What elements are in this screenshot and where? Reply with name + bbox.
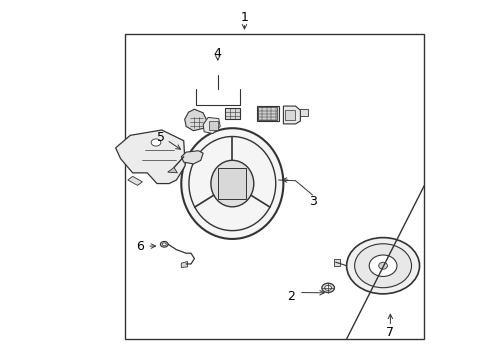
Ellipse shape	[321, 283, 334, 293]
Text: 7: 7	[386, 326, 393, 339]
Bar	[218, 168, 246, 199]
Ellipse shape	[368, 255, 396, 276]
Ellipse shape	[151, 139, 161, 146]
Ellipse shape	[378, 262, 386, 269]
Bar	[258, 108, 276, 120]
Bar	[333, 259, 339, 266]
Ellipse shape	[346, 238, 419, 294]
Ellipse shape	[181, 128, 283, 239]
Ellipse shape	[188, 136, 275, 231]
Bar	[256, 106, 278, 121]
Bar	[208, 121, 217, 130]
Ellipse shape	[324, 285, 331, 291]
Bar	[285, 110, 294, 120]
Polygon shape	[203, 117, 220, 134]
Polygon shape	[116, 130, 185, 184]
Polygon shape	[127, 176, 142, 185]
Ellipse shape	[162, 243, 166, 246]
Polygon shape	[167, 167, 177, 173]
Text: 3: 3	[308, 195, 316, 208]
Bar	[300, 109, 307, 116]
Text: 5: 5	[157, 131, 164, 144]
Ellipse shape	[210, 160, 253, 207]
Ellipse shape	[354, 244, 411, 288]
Polygon shape	[184, 109, 206, 131]
Ellipse shape	[160, 242, 168, 247]
Bar	[125, 33, 424, 339]
Text: 2: 2	[286, 289, 294, 303]
Text: 4: 4	[213, 47, 221, 60]
Polygon shape	[181, 151, 203, 164]
Text: 6: 6	[136, 240, 143, 253]
Bar	[224, 108, 239, 119]
Polygon shape	[181, 261, 187, 267]
Text: 1: 1	[240, 11, 248, 24]
Polygon shape	[283, 106, 300, 124]
